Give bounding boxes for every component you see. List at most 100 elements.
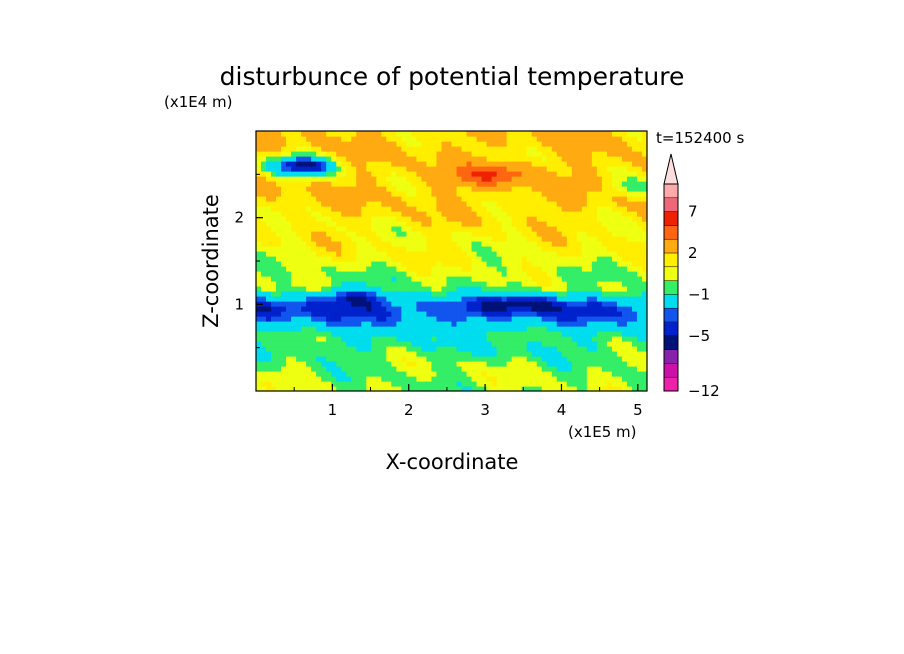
heatmap-cell [321,386,327,391]
heatmap-cell [486,151,493,157]
heatmap-cell [631,156,638,162]
heatmap-cell [371,356,377,362]
heatmap-cell [586,261,593,267]
heatmap-cell [641,381,647,387]
heatmap-cell [546,201,553,207]
heatmap-cell [546,221,553,227]
heatmap-cell [606,311,613,317]
heatmap-cell [411,251,418,257]
heatmap-cell [461,316,468,322]
heatmap-cell [541,141,548,147]
heatmap-cell [431,306,438,312]
heatmap-cell [416,206,423,212]
heatmap-cell [426,191,433,197]
heatmap-cell [441,286,448,292]
heatmap-cell [546,266,553,272]
heatmap-cell [471,231,478,237]
heatmap-cell [596,356,603,362]
heatmap-cell [491,381,498,387]
heatmap-cell [431,131,438,137]
colorbar-segment [664,335,678,350]
heatmap-cell [276,286,282,292]
heatmap-cell [511,136,518,142]
heatmap-cell [526,131,533,137]
heatmap-cell [331,176,337,182]
heatmap-cell [401,351,407,357]
heatmap-cell [471,256,478,262]
heatmap-cell [451,366,458,372]
heatmap-cell [626,131,633,137]
heatmap-cell [486,161,493,167]
heatmap-cell [521,161,528,167]
heatmap-cell [566,256,573,262]
heatmap-cell [401,146,407,152]
heatmap-cell [556,136,563,142]
heatmap-cell [521,376,528,382]
heatmap-cell [286,366,292,372]
heatmap-cell [456,236,463,242]
heatmap-cell [576,281,583,287]
heatmap-cell [596,161,603,167]
heatmap-cell [496,301,503,307]
heatmap-cell [266,251,272,257]
heatmap-cell [641,311,647,317]
heatmap-cell [566,266,573,272]
heatmap-cell [296,251,302,257]
heatmap-cell [641,301,647,307]
heatmap-cell [576,341,583,347]
heatmap-cell [551,271,558,277]
heatmap-cell [421,156,428,162]
heatmap-cell [271,161,277,167]
heatmap-cell [336,356,342,362]
heatmap-cell [351,386,357,391]
heatmap-cell [391,171,397,177]
heatmap-cell [576,151,583,157]
heatmap-cell [296,136,302,142]
heatmap-cell [576,141,583,147]
heatmap-cell [261,271,267,277]
heatmap-cell [356,341,362,347]
heatmap-cell [566,311,573,317]
heatmap-cell [616,236,623,242]
heatmap-cell [471,221,478,227]
heatmap-cell [486,196,493,202]
heatmap-cell [296,216,302,222]
heatmap-cell [351,151,357,157]
heatmap-cell [626,381,633,387]
heatmap-cell [506,176,513,182]
heatmap-cell [521,286,528,292]
heatmap-cell [446,296,453,302]
heatmap-cell [611,221,618,227]
heatmap-cell [371,381,377,387]
heatmap-cell [571,161,578,167]
heatmap-cell [426,136,433,142]
heatmap-cell [566,366,573,372]
heatmap-cell [256,311,262,317]
heatmap-cell [411,371,418,377]
heatmap-cell [266,276,272,282]
heatmap-cell [596,281,603,287]
heatmap-cell [491,386,498,391]
heatmap-cell [436,361,443,367]
heatmap-cell [571,376,578,382]
heatmap-cell [271,331,277,337]
heatmap-cell [616,361,623,367]
heatmap-cell [511,311,518,317]
heatmap-cell [581,356,588,362]
heatmap-cell [561,271,568,277]
heatmap-cell [636,251,643,257]
heatmap-cell [436,376,443,382]
heatmap-cell [611,201,618,207]
heatmap-cell [351,331,357,337]
heatmap-cell [561,306,568,312]
heatmap-cell [596,381,603,387]
heatmap-cell [576,336,583,342]
heatmap-cell [611,136,618,142]
heatmap-cell [626,141,633,147]
heatmap-cell [511,256,518,262]
heatmap-cell [541,286,548,292]
heatmap-cell [601,161,608,167]
heatmap-cell [516,231,523,237]
heatmap-cell [461,141,468,147]
